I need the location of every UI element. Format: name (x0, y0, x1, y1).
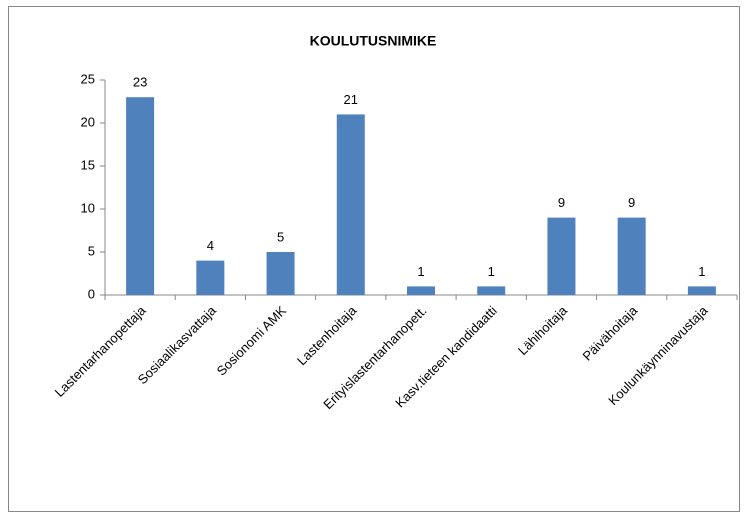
bar (687, 286, 716, 295)
data-label: 9 (628, 195, 635, 210)
data-label: 9 (558, 195, 565, 210)
bar (477, 286, 506, 295)
bar (126, 97, 155, 295)
y-tick-label: 10 (81, 200, 95, 215)
data-label: 23 (133, 75, 147, 90)
y-tick-label: 25 (81, 71, 95, 86)
bar (407, 286, 435, 295)
data-label: 1 (417, 264, 424, 279)
y-tick-label: 20 (81, 114, 95, 129)
bar (617, 217, 646, 295)
bar (336, 114, 365, 296)
chart-title: KOULUTUSNIMIKE (310, 33, 437, 49)
data-label: 21 (344, 92, 358, 107)
bar (196, 260, 225, 295)
bar (547, 217, 576, 295)
data-label: 1 (488, 264, 495, 279)
y-tick-label: 15 (81, 157, 95, 172)
data-label: 5 (277, 229, 284, 244)
bar (266, 252, 295, 295)
y-tick-label: 5 (88, 243, 95, 258)
data-label: 4 (207, 238, 214, 253)
y-tick-label: 0 (88, 286, 95, 301)
data-label: 1 (698, 264, 705, 279)
